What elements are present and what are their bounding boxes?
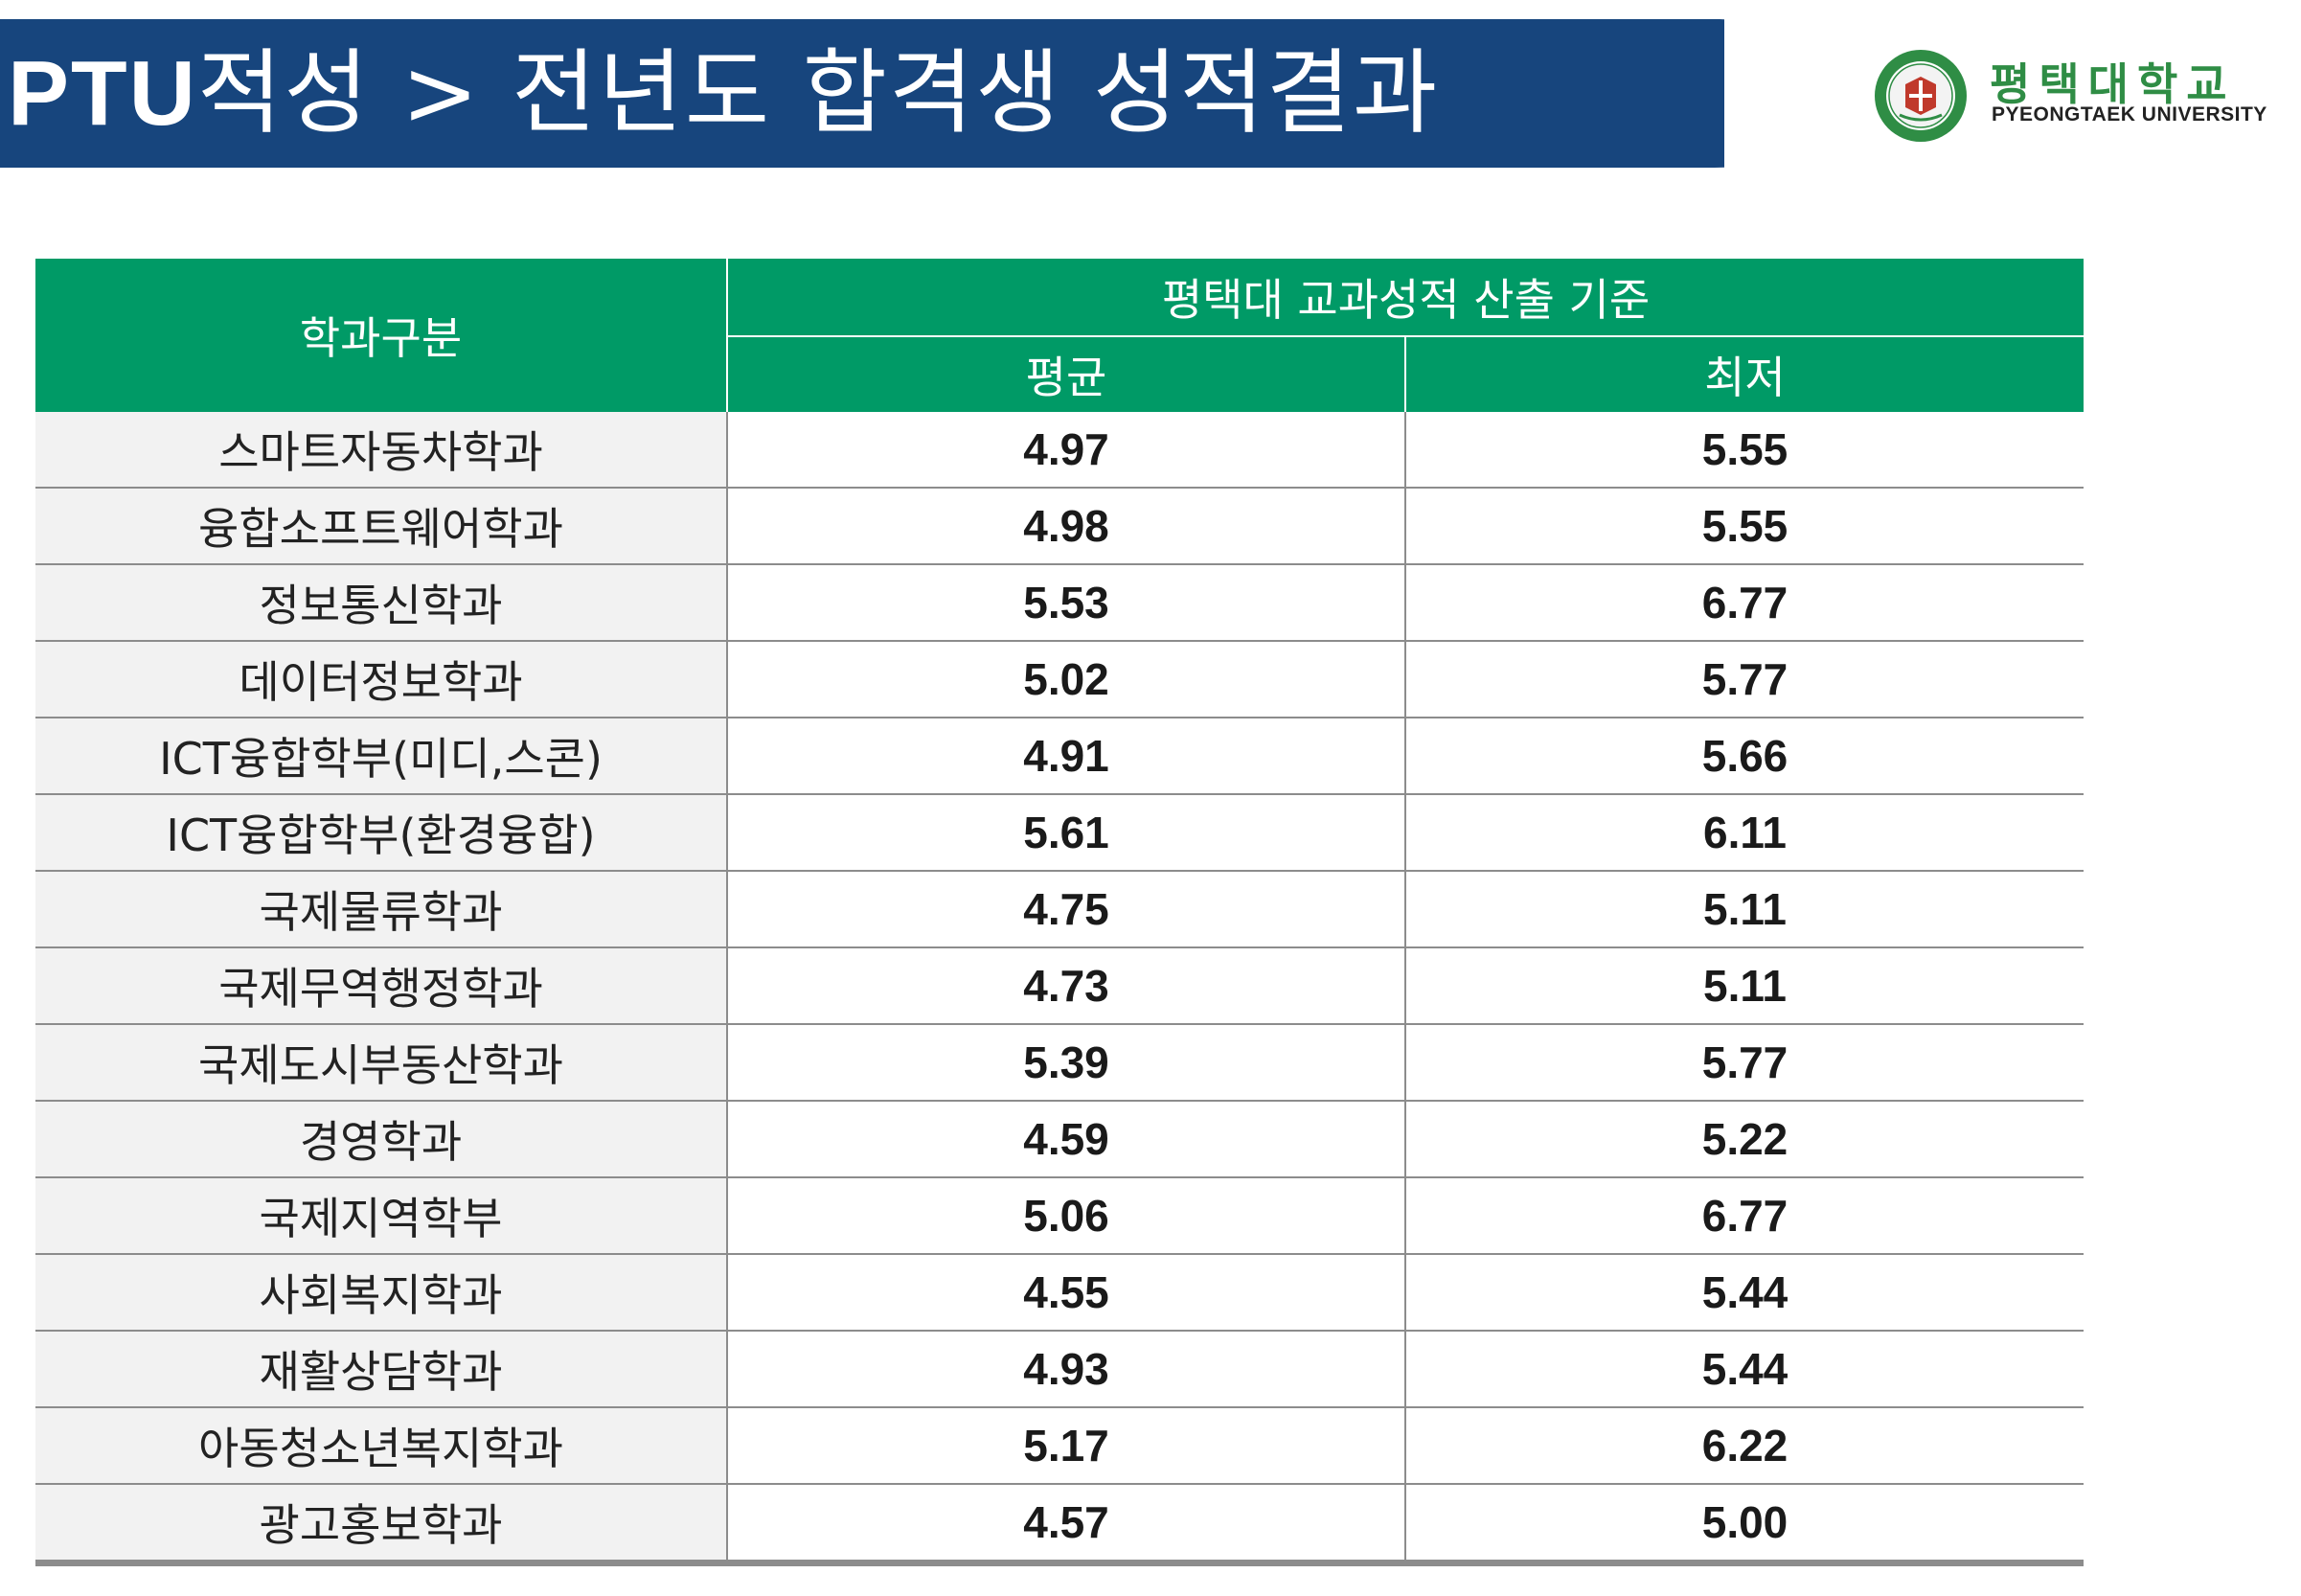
grade-results-table: 학과구분 평택대 교과성적 산출 기준 평균 최저 스마트자동차학과 4.97 … <box>35 259 2085 1566</box>
dept-cell: 사회복지학과 <box>35 1254 728 1332</box>
dept-cell: ICT융합학부(미디,스콘) <box>35 718 728 795</box>
university-name-kr: 평택대학교 <box>1990 58 2236 110</box>
table-row: 데이터정보학과 5.02 5.77 <box>35 641 2085 718</box>
min-cell: 6.22 <box>1405 1407 2085 1485</box>
avg-cell: 5.61 <box>727 794 1406 872</box>
table-row: 경영학과 4.59 5.22 <box>35 1101 2085 1178</box>
min-cell: 6.77 <box>1405 564 2085 642</box>
title-banner: PTU적성 > 전년도 합격생 성적결과 <box>0 19 1724 168</box>
dept-cell: 융합소프트웨어학과 <box>35 488 728 565</box>
dept-cell: 재활상담학과 <box>35 1331 728 1408</box>
page-title-prefix: PTU <box>8 42 197 145</box>
table-header-row: 학과구분 평택대 교과성적 산출 기준 <box>35 259 2085 412</box>
avg-cell: 4.73 <box>727 947 1406 1025</box>
dept-column-header: 학과구분 <box>35 259 728 412</box>
university-name-en: PYEONGTAEK UNIVERSITY <box>1992 103 2267 125</box>
table-row: 국제물류학과 4.75 5.11 <box>35 871 2085 948</box>
table-subheader-row: 평균 최저 <box>35 336 2085 412</box>
table-row: 정보통신학과 5.53 6.77 <box>35 564 2085 642</box>
dept-cell: 경영학과 <box>35 1101 728 1178</box>
min-cell: 5.00 <box>1405 1484 2085 1566</box>
avg-cell: 5.39 <box>727 1024 1406 1102</box>
avg-column-header: 평균 <box>727 336 1406 412</box>
table-row: 융합소프트웨어학과 4.98 5.55 <box>35 488 2085 565</box>
avg-cell: 4.91 <box>727 718 1406 795</box>
table-row: 광고홍보학과 4.57 5.00 <box>35 1484 2085 1566</box>
table-row: 국제도시부동산학과 5.39 5.77 <box>35 1024 2085 1102</box>
min-cell: 5.55 <box>1405 488 2085 565</box>
page-title: PTU적성 > 전년도 합격생 성적결과 <box>8 19 1439 168</box>
min-cell: 5.77 <box>1405 641 2085 718</box>
min-cell: 5.55 <box>1405 412 2085 489</box>
university-logo: 평택대학교 PYEONGTAEK UNIVERSITY <box>1873 48 2294 144</box>
dept-cell: ICT융합학부(환경융합) <box>35 794 728 872</box>
avg-cell: 4.98 <box>727 488 1406 565</box>
dept-cell: 아동청소년복지학과 <box>35 1407 728 1485</box>
avg-cell: 5.06 <box>727 1177 1406 1255</box>
page-title-text: 적성 > 전년도 합격생 성적결과 <box>197 39 1440 147</box>
dept-cell: 정보통신학과 <box>35 564 728 642</box>
avg-cell: 4.57 <box>727 1484 1406 1566</box>
dept-cell: 국제도시부동산학과 <box>35 1024 728 1102</box>
avg-cell: 4.97 <box>727 412 1406 489</box>
avg-cell: 4.75 <box>727 871 1406 948</box>
min-cell: 6.11 <box>1405 794 2085 872</box>
table-row: ICT융합학부(환경융합) 5.61 6.11 <box>35 794 2085 872</box>
table-row: 국제무역행정학과 4.73 5.11 <box>35 947 2085 1025</box>
criteria-column-header: 평택대 교과성적 산출 기준 <box>727 259 2085 337</box>
dept-cell: 국제지역학부 <box>35 1177 728 1255</box>
avg-cell: 4.59 <box>727 1101 1406 1178</box>
min-cell: 5.11 <box>1405 947 2085 1025</box>
table-row: 재활상담학과 4.93 5.44 <box>35 1331 2085 1408</box>
table-row: 스마트자동차학과 4.97 5.55 <box>35 412 2085 489</box>
dept-cell: 데이터정보학과 <box>35 641 728 718</box>
dept-cell: 국제물류학과 <box>35 871 728 948</box>
avg-cell: 5.17 <box>727 1407 1406 1485</box>
avg-cell: 5.53 <box>727 564 1406 642</box>
university-seal-icon <box>1875 50 1967 142</box>
dept-cell: 스마트자동차학과 <box>35 412 728 489</box>
avg-cell: 5.02 <box>727 641 1406 718</box>
min-cell: 5.11 <box>1405 871 2085 948</box>
min-column-header: 최저 <box>1405 336 2085 412</box>
min-cell: 5.66 <box>1405 718 2085 795</box>
table-row: 사회복지학과 4.55 5.44 <box>35 1254 2085 1332</box>
table-row: 국제지역학부 5.06 6.77 <box>35 1177 2085 1255</box>
table-row: 아동청소년복지학과 5.17 6.22 <box>35 1407 2085 1485</box>
table-row: ICT융합학부(미디,스콘) 4.91 5.66 <box>35 718 2085 795</box>
banner-fill <box>0 19 1724 168</box>
banner-shape <box>0 19 1724 168</box>
min-cell: 5.44 <box>1405 1331 2085 1408</box>
min-cell: 5.44 <box>1405 1254 2085 1332</box>
dept-cell: 광고홍보학과 <box>35 1484 728 1566</box>
min-cell: 6.77 <box>1405 1177 2085 1255</box>
avg-cell: 4.55 <box>727 1254 1406 1332</box>
dept-cell: 국제무역행정학과 <box>35 947 728 1025</box>
min-cell: 5.77 <box>1405 1024 2085 1102</box>
avg-cell: 4.93 <box>727 1331 1406 1408</box>
min-cell: 5.22 <box>1405 1101 2085 1178</box>
